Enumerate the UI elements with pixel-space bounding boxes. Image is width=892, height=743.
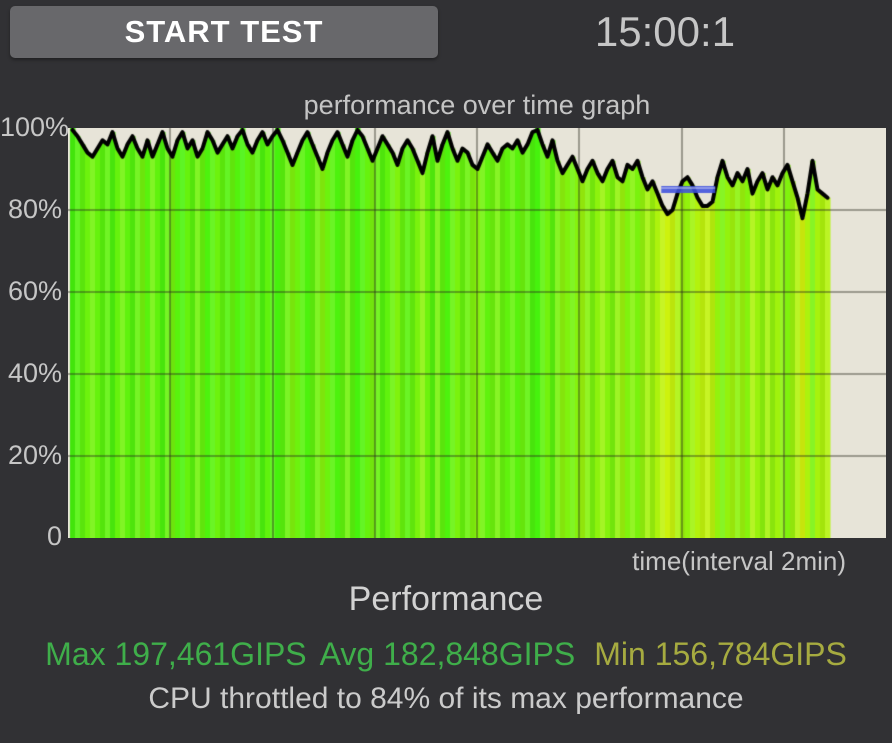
start-test-button[interactable]: START TEST xyxy=(10,6,438,58)
max-gips-value: Max 197,461GIPS xyxy=(45,636,307,672)
throttle-status-text: CPU throttled to 84% of its max performa… xyxy=(148,682,744,715)
y-axis-tick-label-40: 40% xyxy=(7,358,62,388)
performance-chart xyxy=(68,128,886,538)
y-axis-tick-label-20: 20% xyxy=(7,440,62,470)
y-axis-tick-label-80: 80% xyxy=(7,194,62,224)
performance-stats: Max 197,461GIPS Avg 182,848GIPS Min 156,… xyxy=(0,636,892,673)
x-axis-label: time(interval 2min) xyxy=(632,546,846,576)
chart-title: performance over time graph xyxy=(303,90,651,120)
y-axis-tick-label-60: 60% xyxy=(7,276,62,306)
performance-heading: Performance xyxy=(348,580,544,618)
y-axis-tick-label-0: 0 xyxy=(46,521,62,551)
y-axis-tick-label-100: 100% xyxy=(0,112,70,142)
avg-gips-value: Avg 182,848GIPS xyxy=(319,636,576,672)
min-gips-value: Min 156,784GIPS xyxy=(594,636,847,672)
timer-display: 15:00:1 xyxy=(594,8,736,55)
